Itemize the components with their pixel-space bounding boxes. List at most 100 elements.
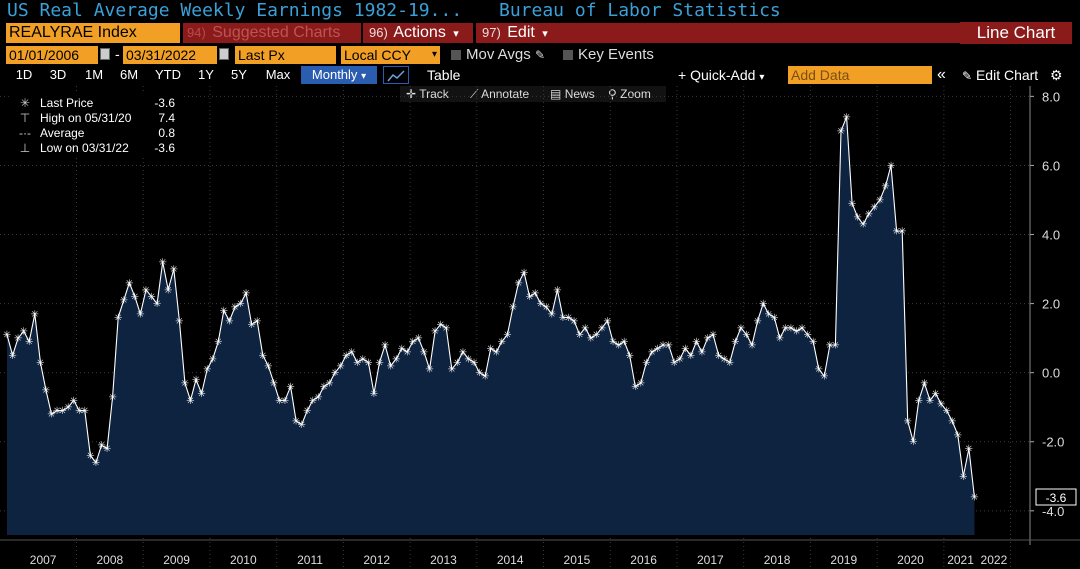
periodicity-value: Monthly [311,67,358,82]
x-tick-label: 2020 [897,553,924,567]
data-point: ✳ [842,113,850,124]
x-tick-label: 2014 [497,553,524,567]
data-point: ✳ [197,389,205,400]
annotate-tool[interactable]: ⟋ Annotate [470,86,529,102]
pencil-icon[interactable]: ✎ [534,48,545,62]
data-point: ✳ [948,417,956,428]
data-point: ✳ [731,337,739,348]
calendar-icon[interactable] [219,48,229,60]
range-button-1y[interactable]: 1Y [193,66,219,84]
suggested-charts-button[interactable]: 94) Suggested Charts [183,23,361,43]
legend-label: Last Price [40,96,94,110]
y-tick-label: 0.0 [1042,366,1060,381]
data-point: ✳ [837,126,845,137]
data-point: ✳ [637,379,645,390]
range-button-max[interactable]: Max [260,66,296,84]
data-point: ✳ [598,323,606,334]
data-point: ✳ [581,323,589,334]
range-button-1m[interactable]: 1M [79,66,109,84]
data-point: ✳ [131,292,139,303]
chevron-down-icon: ▾ [361,71,367,82]
x-tick-label: 2022 [981,553,1008,567]
data-point: ✳ [92,458,100,469]
key-events-checkbox[interactable] [563,50,573,60]
add-data-input[interactable]: Add Data [788,66,932,84]
calendar-icon[interactable] [100,48,110,60]
range-button-1d[interactable]: 1D [10,66,38,84]
data-point: ✳ [53,406,61,417]
data-point: ✳ [375,358,383,369]
data-point: ✳ [420,347,428,358]
currency-select[interactable]: Local CCY ▾ [341,46,440,64]
periodicity-select[interactable]: Monthly ▾ [301,66,377,84]
last-value-label: -3.6 [1046,491,1067,505]
actions-menu-button[interactable]: 96) Actions ▾ [363,23,473,43]
mov-avgs-text: Mov Avgs [466,46,531,63]
news-tool[interactable]: ▤ News [550,86,595,102]
ticker-field[interactable]: REALYRAE Index [6,23,180,43]
data-point: ✳ [798,323,806,334]
track-label: Track [419,87,449,101]
data-point: ✳ [881,182,889,193]
document-icon: ▤ [550,87,562,101]
data-point: ✳ [575,330,583,341]
range-bar: 1D 3D 1M 6M YTD 1Y 5Y Max Monthly ▾ Tabl… [0,65,1080,85]
track-tool[interactable]: ✛ Track [406,86,449,102]
data-point: ✳ [648,347,656,358]
data-point: ✳ [926,396,934,407]
field-select[interactable]: Last Px [235,46,336,64]
range-button-5y[interactable]: 5Y [225,66,253,84]
edit-number: 97) [482,25,501,40]
data-point: ✳ [898,227,906,238]
mov-avgs-label[interactable]: Mov Avgs ✎ [466,46,545,63]
data-point: ✳ [436,320,444,331]
x-tick-label: 2018 [764,553,791,567]
key-events-label[interactable]: Key Events [578,46,654,63]
data-point: ✳ [642,358,650,369]
data-point: ✳ [653,344,661,355]
data-point: ✳ [475,368,483,379]
line-chart-icon[interactable] [383,66,409,84]
legend-row-average: -·- Average 0.8 [12,126,183,141]
x-tick-label: 2013 [430,553,457,567]
data-point: ✳ [865,209,873,220]
data-point: ✳ [175,316,183,327]
data-point: ✳ [742,330,750,341]
mov-avgs-checkbox[interactable] [451,50,461,60]
edit-label: Edit [507,24,535,41]
data-point: ✳ [214,337,222,348]
data-point: ✳ [931,389,939,400]
gear-icon[interactable]: ⚙ [1050,67,1063,83]
last-value-box [1035,488,1077,506]
data-point: ✳ [331,368,339,379]
data-point: ✳ [97,441,105,452]
data-point: ✳ [425,365,433,376]
quick-add-button[interactable]: + Quick-Add ▾ [678,66,764,84]
data-point: ✳ [164,285,172,296]
start-date-input[interactable]: 01/01/2006 [6,46,98,64]
end-date-input[interactable]: 03/31/2022 [123,46,217,64]
edit-chart-button[interactable]: ✎ Edit Chart [962,66,1038,84]
data-point: ✳ [776,334,784,345]
data-point: ✳ [209,354,217,365]
data-point: ✳ [765,309,773,320]
zoom-tool[interactable]: ⚲ Zoom [608,86,651,102]
line-draw-icon: ⟋ [470,87,479,101]
range-button-ytd[interactable]: YTD [150,66,186,84]
range-button-6m[interactable]: 6M [114,66,144,84]
chevron-down-icon: ▾ [431,49,437,60]
collapse-icon[interactable]: « [937,66,946,83]
chevron-down-icon: ▾ [542,28,548,40]
chart-type-label[interactable]: Line Chart [960,22,1072,44]
pencil-icon: ✎ [962,69,973,83]
table-button[interactable]: Table [427,67,461,83]
data-point: ✳ [42,385,50,396]
legend-value: 7.4 [158,111,175,125]
data-point: ✳ [392,354,400,365]
data-point: ✳ [398,344,406,355]
data-point: ✳ [114,313,122,324]
data-point: ✳ [809,337,817,348]
edit-menu-button[interactable]: 97) Edit ▾ [476,23,1031,43]
range-button-3d[interactable]: 3D [44,66,72,84]
